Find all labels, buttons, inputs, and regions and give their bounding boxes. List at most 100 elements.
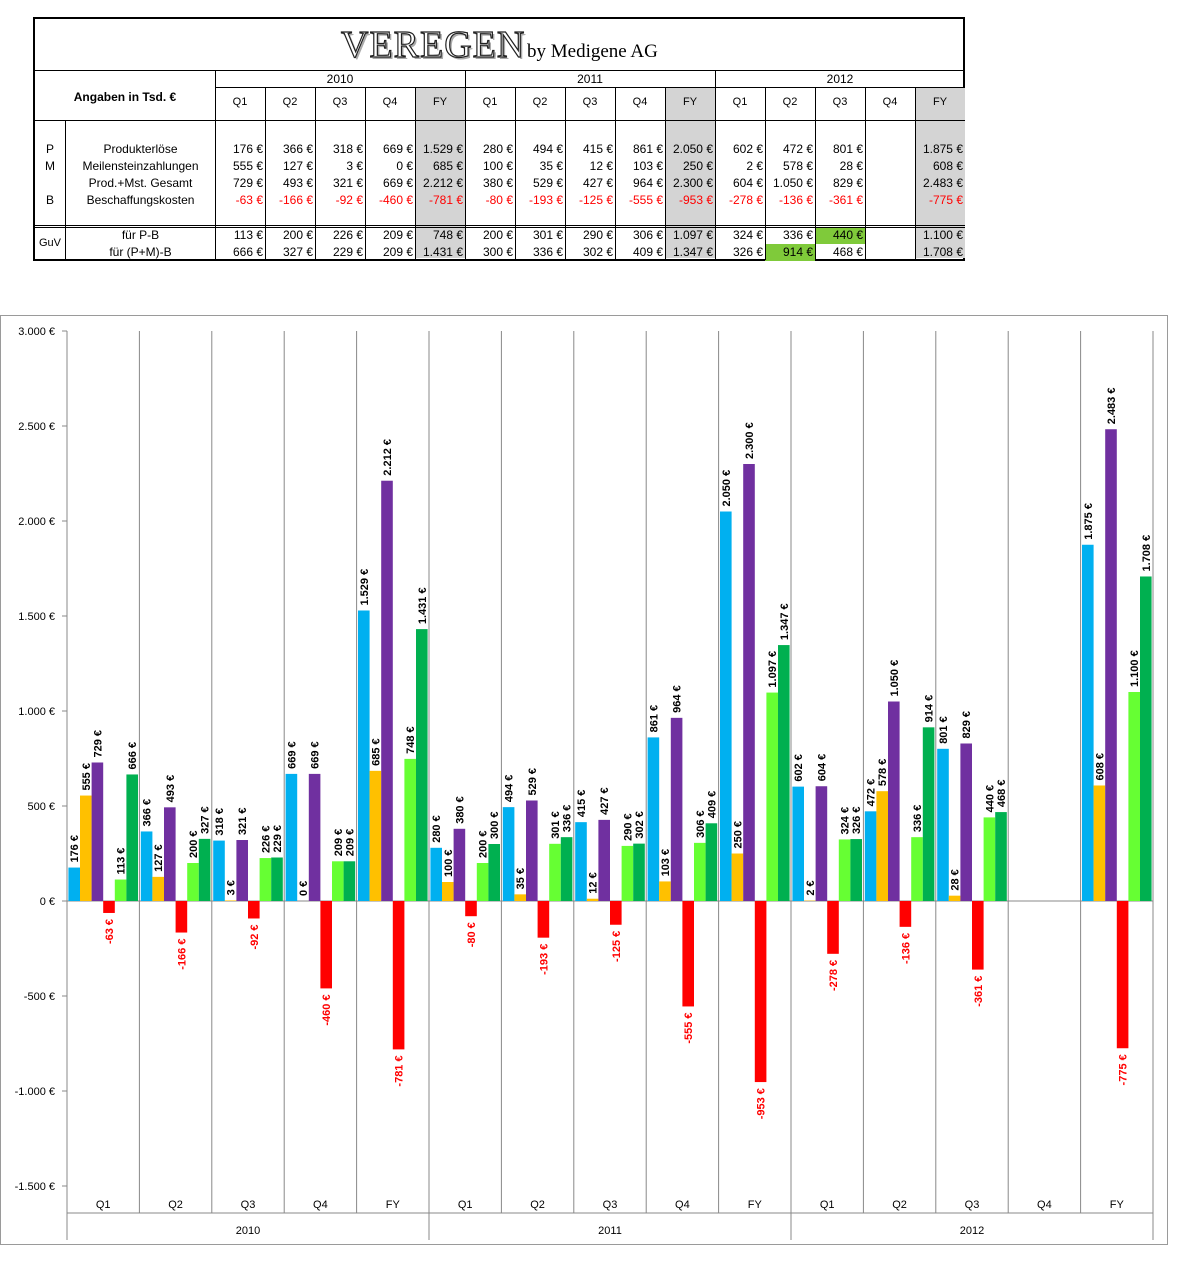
bar [647, 737, 660, 901]
data-label: 964 € [672, 685, 684, 713]
table-cell: 1.050 € [772, 176, 813, 190]
table-cell: 1.347 € [672, 245, 713, 259]
data-label: 1.050 € [889, 660, 901, 697]
fy-column-shade [665, 88, 715, 258]
data-label: 318 € [214, 808, 226, 836]
y-tick-label: 2.500 € [18, 421, 55, 433]
data-label: -555 € [683, 1012, 695, 1043]
table-cell: 2 € [746, 159, 763, 173]
table-cell: 336 € [782, 228, 813, 242]
col-divider [265, 87, 266, 260]
data-label: 200 € [478, 830, 490, 858]
table-cell: 669 € [382, 142, 413, 156]
data-label: 326 € [851, 807, 863, 835]
year-header: 2011 [577, 72, 603, 86]
row-divider [35, 227, 965, 228]
table-cell: 290 € [582, 228, 613, 242]
period-header: Q2 [532, 96, 548, 108]
table-cell: 493 € [282, 176, 313, 190]
bar [404, 758, 416, 901]
bar [864, 811, 877, 901]
data-label: 28 € [950, 869, 962, 890]
bar [236, 840, 248, 901]
table-cell: 318 € [332, 142, 363, 156]
table-cell: 415 € [582, 142, 613, 156]
table-cell: 28 € [839, 159, 863, 173]
bar [1105, 429, 1117, 901]
bar [876, 791, 888, 901]
fy-column-shade [915, 88, 965, 258]
table-cell: 604 € [732, 176, 763, 190]
col-divider [565, 87, 566, 260]
bar [705, 823, 718, 901]
y-tick-label: -1.000 € [15, 1086, 55, 1098]
table-cell: 209 € [382, 245, 413, 259]
data-label: -166 € [176, 939, 188, 970]
data-label: 127 € [153, 844, 165, 872]
bar [442, 882, 454, 901]
table-cell: 829 € [832, 176, 863, 190]
bar [198, 838, 211, 901]
bar [598, 819, 610, 901]
table-cell: 209 € [382, 228, 413, 242]
table-cell: 1.529 € [422, 142, 463, 156]
data-label: -193 € [538, 944, 550, 975]
bar [995, 812, 1007, 901]
table-cell: -775 € [928, 193, 963, 207]
data-label: 578 € [877, 759, 889, 787]
table-cell: 321 € [332, 176, 363, 190]
bar [308, 773, 321, 901]
data-label: 300 € [489, 811, 501, 839]
table-cell: -92 € [335, 193, 363, 207]
data-label: -361 € [973, 976, 985, 1007]
col-divider [865, 87, 866, 260]
period-header: Q3 [332, 96, 348, 108]
data-label: 494 € [504, 775, 516, 803]
row-label: Prod.+Mst. Gesamt [88, 176, 193, 190]
category-label: Q3 [965, 1199, 980, 1211]
bar [766, 692, 778, 901]
bar [948, 895, 961, 901]
data-label: 229 € [272, 825, 284, 853]
data-label: 2.483 € [1106, 388, 1118, 425]
category-label: Q3 [603, 1199, 618, 1211]
col-divider [365, 87, 366, 260]
bar [743, 464, 755, 901]
data-label: 324 € [840, 807, 852, 835]
bar [187, 863, 199, 901]
bar [320, 901, 332, 989]
row-label: Produkterlöse [103, 142, 178, 156]
row-divider [35, 120, 965, 121]
table-cell: 380 € [482, 176, 513, 190]
col-divider [765, 87, 766, 260]
table-cell: 2.050 € [672, 142, 713, 156]
data-label: 529 € [527, 768, 539, 796]
bar [670, 717, 683, 901]
bar [213, 840, 225, 901]
bar [1128, 692, 1140, 901]
table-cell: 608 € [932, 159, 963, 173]
data-label: 468 € [996, 780, 1008, 808]
fy-column-shade [415, 88, 465, 258]
row-label: für (P+M)-B [109, 245, 172, 259]
data-label: 200 € [188, 830, 200, 858]
bar [850, 839, 862, 901]
bar [343, 861, 356, 901]
data-label: 666 € [127, 742, 139, 770]
year-header: 2010 [326, 72, 354, 86]
bar [332, 861, 344, 901]
y-tick-label: -1.500 € [15, 1181, 55, 1193]
table-cell: 409 € [632, 245, 663, 259]
bar [103, 901, 115, 913]
category-label: Q1 [458, 1199, 473, 1211]
table-cell: 1.708 € [922, 245, 963, 259]
y-tick-label: 3.000 € [18, 326, 55, 338]
data-label: 35 € [515, 868, 527, 889]
data-label: 555 € [81, 763, 93, 791]
y-tick-label: 1.000 € [18, 706, 55, 718]
category-label: Q2 [168, 1199, 183, 1211]
bar [778, 645, 790, 901]
data-label: 380 € [454, 796, 466, 824]
data-label: 861 € [648, 705, 660, 733]
data-label: 113 € [116, 848, 128, 875]
